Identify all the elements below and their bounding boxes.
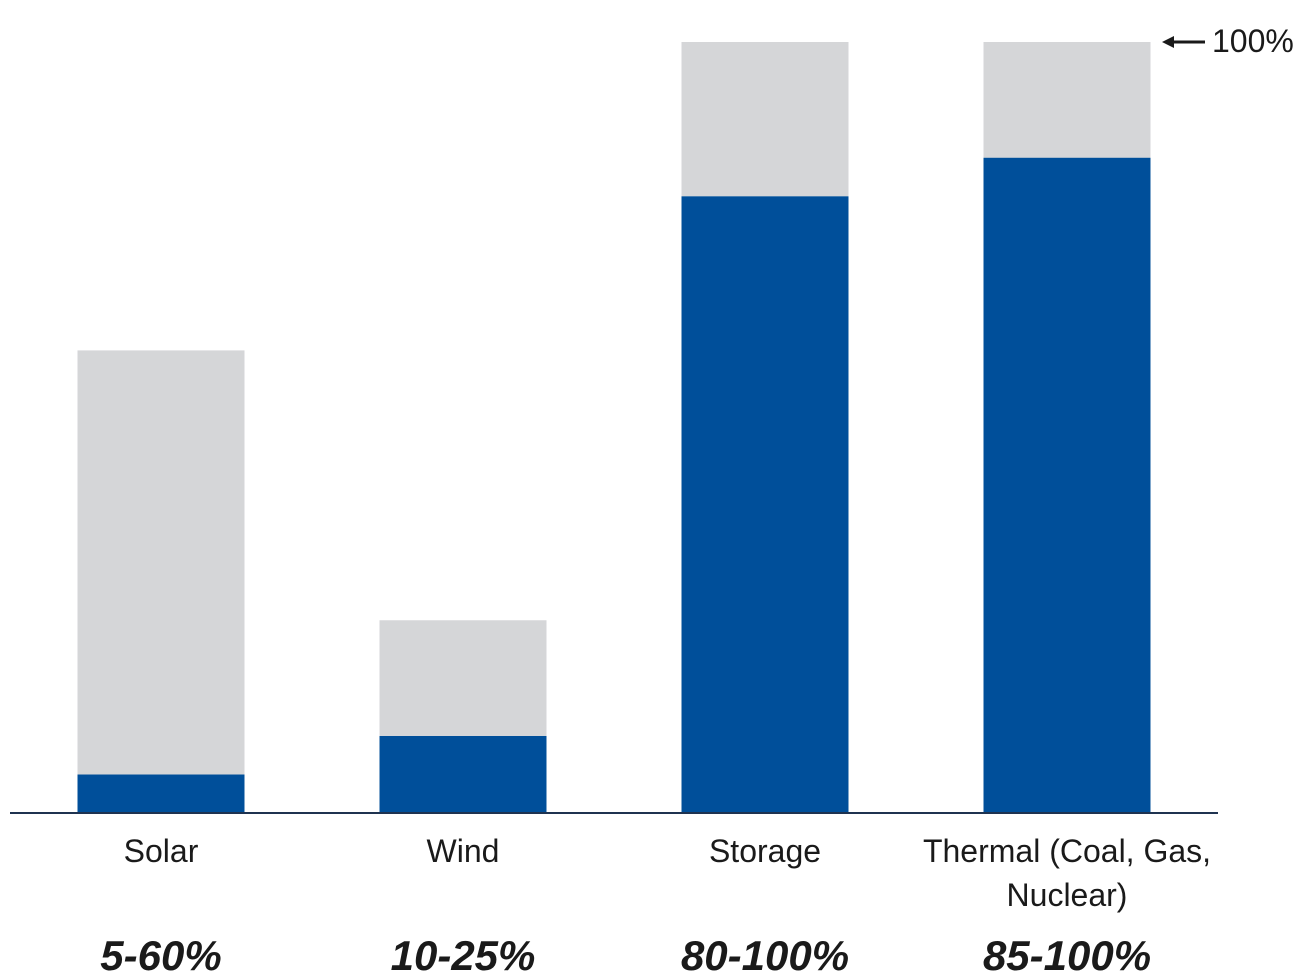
annotation: 100% [1212,23,1294,59]
x-tick-label: Solar [123,833,199,869]
bar-segment [77,774,245,813]
x-tick-label: Thermal (Coal, Gas, Nuclear) [922,833,1212,913]
range-label: 85-100% [982,932,1152,977]
bar-segment [379,620,547,736]
range-label: 80-100% [680,932,850,977]
range-label: 10-25% [390,932,536,977]
range-label: 5-60% [100,932,222,977]
x-tick-label: Wind [426,833,500,869]
x-tick-label: Storage [708,833,822,869]
bar-segment [77,350,245,775]
bar-segment [681,42,849,197]
bar-segment [983,42,1151,158]
annotation-arrowhead [1162,36,1174,48]
bar-segment [681,196,849,813]
bar-segment [983,157,1151,813]
bar-segment [379,735,547,813]
